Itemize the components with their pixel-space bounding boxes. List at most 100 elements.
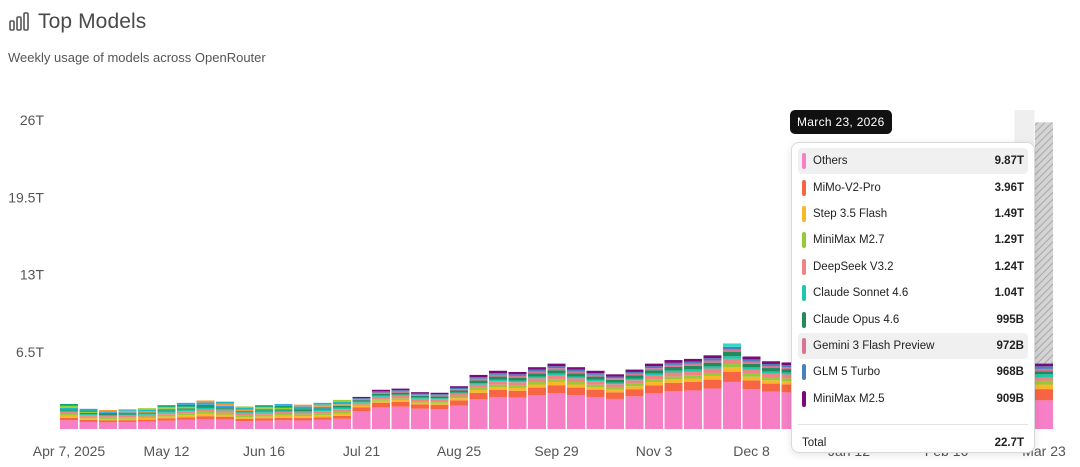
bar-segment[interactable] bbox=[372, 395, 390, 397]
bar-segment[interactable] bbox=[664, 366, 683, 371]
bar-segment[interactable] bbox=[742, 363, 761, 368]
bar-segment[interactable] bbox=[99, 420, 117, 423]
bar-segment[interactable] bbox=[157, 410, 176, 412]
bar-segment[interactable] bbox=[177, 408, 195, 410]
bar-segment[interactable] bbox=[60, 414, 78, 416]
bar-segment[interactable] bbox=[684, 390, 702, 429]
bar-segment[interactable] bbox=[762, 391, 780, 429]
bar-segment[interactable] bbox=[469, 377, 488, 379]
bar-segment[interactable] bbox=[703, 362, 722, 367]
bar-segment[interactable] bbox=[1035, 400, 1053, 429]
bar-segment[interactable] bbox=[469, 378, 488, 381]
bar-segment[interactable] bbox=[79, 419, 98, 422]
bar-segment[interactable] bbox=[274, 414, 293, 416]
bar-segment[interactable] bbox=[235, 415, 254, 418]
bar-segment[interactable] bbox=[742, 373, 761, 377]
bar-segment[interactable] bbox=[333, 404, 351, 406]
bar-segment[interactable] bbox=[391, 394, 410, 396]
bar-segment[interactable] bbox=[606, 374, 624, 377]
tooltip-row[interactable]: Claude Sonnet 4.6 1.04T bbox=[798, 280, 1028, 306]
bar-segment[interactable] bbox=[118, 409, 137, 411]
bar-segment[interactable] bbox=[606, 398, 624, 429]
bar-segment[interactable] bbox=[723, 381, 741, 429]
bar-segment[interactable] bbox=[625, 369, 644, 372]
bar-segment[interactable] bbox=[372, 396, 390, 400]
bar-segment[interactable] bbox=[625, 386, 644, 390]
tooltip-row[interactable]: GLM 5 Turbo 968B bbox=[798, 359, 1028, 385]
bar-segment[interactable] bbox=[235, 407, 254, 410]
bar-segment[interactable] bbox=[742, 359, 761, 362]
bar-segment[interactable] bbox=[625, 371, 644, 374]
bar-segment[interactable] bbox=[469, 392, 488, 400]
bar-segment[interactable] bbox=[138, 419, 156, 422]
bar-segment[interactable] bbox=[274, 420, 293, 429]
bar-segment[interactable] bbox=[469, 399, 488, 429]
bar-segment[interactable] bbox=[235, 418, 254, 422]
bar-segment[interactable] bbox=[430, 401, 449, 403]
bar-segment[interactable] bbox=[1035, 377, 1053, 381]
bar-segment[interactable] bbox=[625, 375, 644, 379]
bar-segment[interactable] bbox=[274, 409, 293, 411]
bar-segment[interactable] bbox=[177, 409, 195, 412]
tooltip-row[interactable]: MiniMax M2.5 909B bbox=[798, 386, 1028, 412]
bar-segment[interactable] bbox=[723, 371, 741, 382]
bar-segment[interactable] bbox=[762, 363, 780, 366]
bar-segment[interactable] bbox=[684, 358, 702, 362]
bar-segment[interactable] bbox=[489, 389, 507, 397]
bar-segment[interactable] bbox=[79, 410, 98, 412]
bar-segment[interactable] bbox=[274, 412, 293, 415]
bar-segment[interactable] bbox=[411, 393, 429, 395]
bar-segment[interactable] bbox=[99, 413, 117, 415]
bar-segment[interactable] bbox=[430, 396, 449, 399]
bar-segment[interactable] bbox=[313, 402, 332, 405]
bar-segment[interactable] bbox=[547, 370, 566, 374]
bar-segment[interactable] bbox=[177, 415, 195, 418]
bar-segment[interactable] bbox=[99, 411, 117, 413]
bar-segment[interactable] bbox=[177, 419, 195, 429]
bar-segment[interactable] bbox=[352, 411, 371, 429]
tooltip-row[interactable]: Step 3.5 Flash 1.49T bbox=[798, 201, 1028, 227]
bar-segment[interactable] bbox=[645, 368, 663, 371]
bar-segment[interactable] bbox=[196, 409, 215, 412]
bar-segment[interactable] bbox=[489, 374, 507, 377]
tooltip-row[interactable]: Others 9.87T bbox=[798, 148, 1028, 175]
bar-segment[interactable] bbox=[372, 400, 390, 403]
bar-segment[interactable] bbox=[489, 376, 507, 380]
bar-segment[interactable] bbox=[157, 406, 176, 409]
bar-segment[interactable] bbox=[255, 416, 273, 419]
bar-segment[interactable] bbox=[274, 404, 293, 406]
bar-segment[interactable] bbox=[703, 358, 722, 361]
bar-segment[interactable] bbox=[411, 398, 429, 401]
bar-segment[interactable] bbox=[294, 410, 312, 413]
bar-segment[interactable] bbox=[567, 367, 585, 370]
bar-segment[interactable] bbox=[411, 402, 429, 405]
bar-segment[interactable] bbox=[196, 404, 215, 407]
bar-segment[interactable] bbox=[450, 405, 468, 429]
bar-segment[interactable] bbox=[508, 382, 527, 386]
bar-segment[interactable] bbox=[723, 356, 741, 359]
bar-segment[interactable] bbox=[157, 411, 176, 413]
bar-segment[interactable] bbox=[703, 368, 722, 373]
bar-segment[interactable] bbox=[157, 420, 176, 429]
bar-segment[interactable] bbox=[781, 384, 800, 393]
bar-segment[interactable] bbox=[508, 397, 527, 429]
bar-segment[interactable] bbox=[645, 381, 663, 386]
bar-segment[interactable] bbox=[118, 418, 137, 421]
bar-segment[interactable] bbox=[567, 387, 585, 396]
bar-segment[interactable] bbox=[723, 367, 741, 372]
bar-segment[interactable] bbox=[645, 393, 663, 429]
bar-segment[interactable] bbox=[196, 402, 215, 405]
bar-segment[interactable] bbox=[411, 408, 429, 429]
bar-segment[interactable] bbox=[742, 389, 761, 429]
bar-segment[interactable] bbox=[450, 392, 468, 394]
bar-segment[interactable] bbox=[196, 419, 215, 429]
bar-segment[interactable] bbox=[528, 382, 546, 385]
bar-segment[interactable] bbox=[528, 384, 546, 388]
bar-segment[interactable] bbox=[567, 376, 585, 379]
bar-segment[interactable] bbox=[411, 404, 429, 409]
bar-segment[interactable] bbox=[255, 405, 273, 407]
bar-segment[interactable] bbox=[547, 385, 566, 394]
bar-segment[interactable] bbox=[79, 416, 98, 419]
bar-segment[interactable] bbox=[723, 363, 741, 368]
bar-segment[interactable] bbox=[703, 355, 722, 359]
